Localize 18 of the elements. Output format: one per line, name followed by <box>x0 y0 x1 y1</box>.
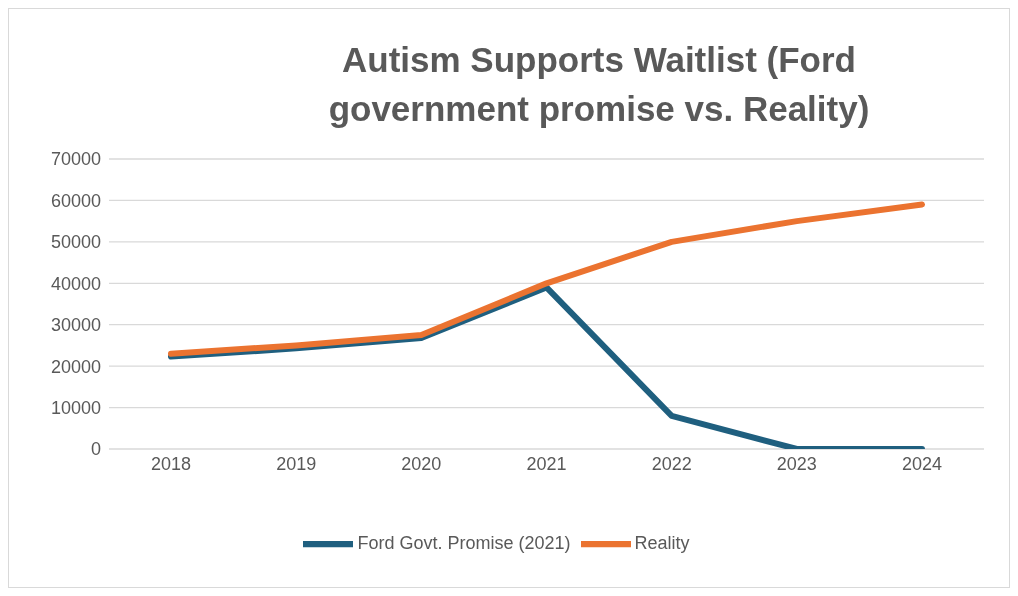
legend-label: Ford Govt. Promise (2021) <box>357 532 571 553</box>
y-tick-label: 30000 <box>50 315 101 336</box>
x-tick-label: 2022 <box>651 453 692 474</box>
y-tick-label: 50000 <box>50 232 101 253</box>
chart-title: Autism Supports Waitlist (Ford government promise vs. Reality) <box>327 39 871 130</box>
y-tick-label: 40000 <box>50 273 101 294</box>
y-tick-label: 60000 <box>50 190 101 211</box>
x-tick-label: 2019 <box>276 453 317 474</box>
x-tick-label: 2024 <box>901 453 943 474</box>
x-tick-label: 2018 <box>150 453 192 474</box>
x-tick-label: 2021 <box>526 453 567 474</box>
x-tick-label: 2020 <box>401 453 442 474</box>
legend-label: Reality <box>634 532 690 553</box>
x-tick-label: 2023 <box>776 453 817 474</box>
y-tick-label: 0 <box>90 439 101 460</box>
y-tick-label: 70000 <box>50 149 101 170</box>
y-tick-label: 20000 <box>50 356 101 377</box>
y-tick-label: 10000 <box>50 397 101 418</box>
